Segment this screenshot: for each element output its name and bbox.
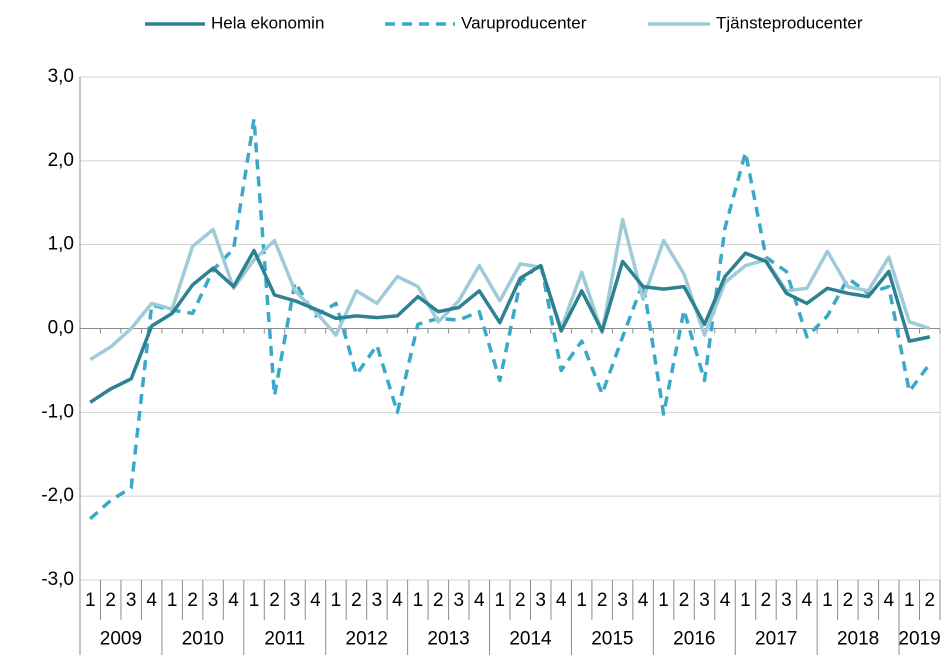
x-tick-label: 1 — [413, 590, 424, 611]
year-label: 2019 — [898, 629, 940, 650]
year-label: 2009 — [100, 629, 142, 650]
x-tick-label: 4 — [720, 590, 731, 611]
x-tick-label: 2 — [761, 590, 772, 611]
year-label: 2013 — [427, 629, 469, 650]
y-tick-label: 3,0 — [48, 66, 74, 87]
year-label: 2017 — [755, 629, 797, 650]
x-tick-label: 2 — [269, 590, 280, 611]
x-tick-label: 3 — [617, 590, 628, 611]
x-tick-label: 3 — [290, 590, 301, 611]
x-tick-label: 4 — [392, 590, 403, 611]
y-tick-label: -2,0 — [41, 485, 74, 506]
series-line — [89, 248, 931, 404]
x-tick-label: 2 — [105, 590, 116, 611]
x-tick-label: 2 — [515, 590, 526, 611]
x-tick-label: 1 — [85, 590, 96, 611]
x-tick-label: 2 — [843, 590, 854, 611]
x-tick-label: 1 — [167, 590, 178, 611]
y-tick-label: 0,0 — [48, 318, 74, 339]
x-tick-label: 2 — [433, 590, 444, 611]
x-tick-label: 2 — [351, 590, 362, 611]
x-tick-label: 1 — [740, 590, 751, 611]
x-tick-label: 2 — [187, 590, 198, 611]
x-tick-label: 3 — [781, 590, 792, 611]
x-tick-label: 1 — [249, 590, 260, 611]
x-tick-label: 1 — [822, 590, 833, 611]
x-tick-label: 3 — [699, 590, 710, 611]
series-line — [89, 217, 931, 361]
x-tick-label: 1 — [331, 590, 342, 611]
legend-label: Tjänsteproducenter — [716, 13, 863, 32]
x-tick-label: 4 — [884, 590, 895, 611]
y-tick-label: -1,0 — [41, 401, 74, 422]
x-tick-label: 3 — [208, 590, 219, 611]
x-tick-label: 4 — [228, 590, 239, 611]
year-label: 2015 — [591, 629, 633, 650]
x-tick-label: 3 — [454, 590, 465, 611]
year-label: 2016 — [673, 629, 715, 650]
year-label: 2011 — [264, 629, 305, 650]
legend-label: Varuproducenter — [461, 13, 587, 32]
x-tick-label: 4 — [802, 590, 813, 611]
legend-label: Hela ekonomin — [211, 13, 324, 32]
x-tick-label: 3 — [372, 590, 383, 611]
x-tick-label: 3 — [863, 590, 874, 611]
x-tick-label: 1 — [658, 590, 669, 611]
x-tick-label: 4 — [556, 590, 567, 611]
y-tick-label: -3,0 — [41, 569, 74, 590]
x-tick-label: 4 — [638, 590, 649, 611]
x-tick-label: 1 — [576, 590, 587, 611]
x-tick-label: 1 — [494, 590, 505, 611]
y-tick-label: 1,0 — [48, 234, 74, 255]
x-tick-label: 4 — [310, 590, 321, 611]
series-line — [89, 117, 932, 521]
x-tick-label: 3 — [126, 590, 137, 611]
x-tick-label: 2 — [679, 590, 690, 611]
x-tick-label: 3 — [535, 590, 546, 611]
y-tick-label: 2,0 — [48, 150, 74, 171]
x-tick-label: 4 — [146, 590, 157, 611]
x-tick-label: 1 — [904, 590, 915, 611]
year-label: 2018 — [837, 629, 879, 650]
x-tick-label: 2 — [597, 590, 608, 611]
year-label: 2010 — [182, 629, 224, 650]
x-tick-label: 4 — [474, 590, 485, 611]
x-tick-label: 2 — [924, 590, 935, 611]
year-label: 2014 — [509, 629, 552, 650]
year-label: 2012 — [346, 629, 388, 650]
